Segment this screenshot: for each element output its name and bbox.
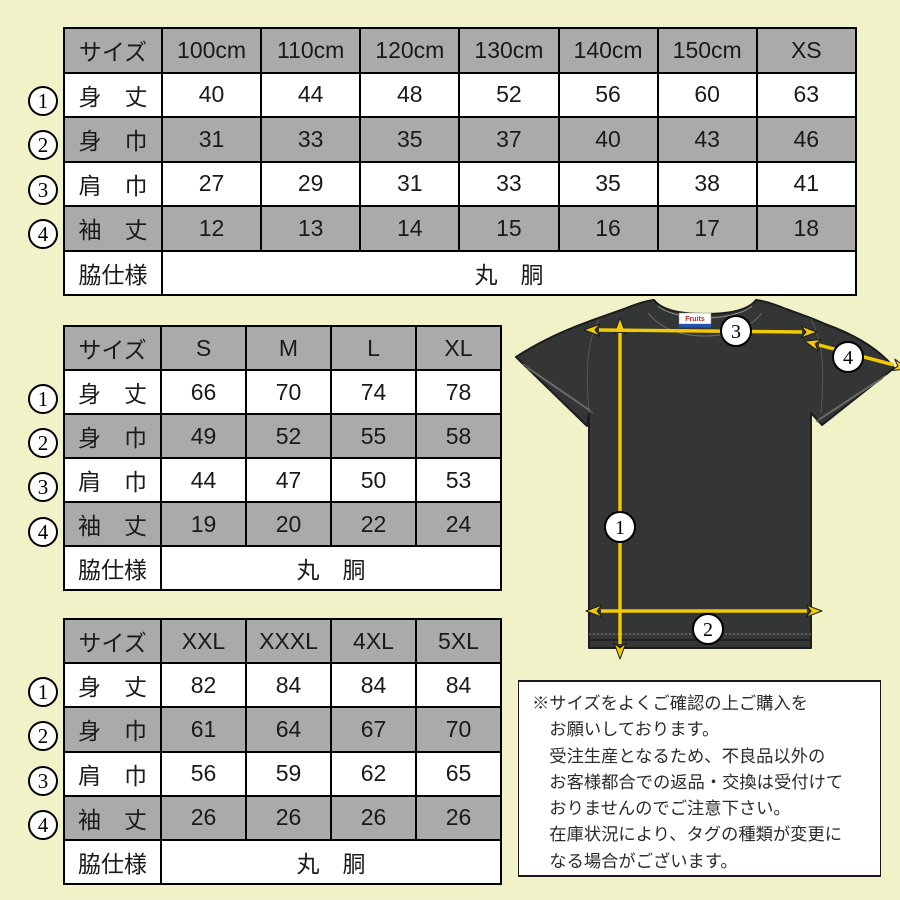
svg-text:2: 2 (703, 619, 713, 641)
svg-text:1: 1 (615, 517, 625, 539)
svg-text:Fruits: Fruits (685, 316, 705, 323)
svg-text:4: 4 (843, 347, 853, 369)
svg-text:3: 3 (731, 321, 741, 343)
